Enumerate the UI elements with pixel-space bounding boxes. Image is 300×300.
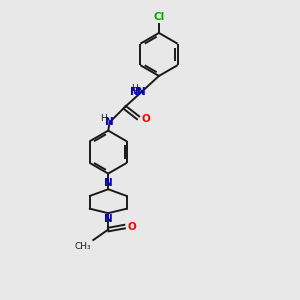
Text: N: N [104,214,112,224]
Text: N: N [130,87,139,97]
Text: H: H [132,87,139,96]
Text: N: N [105,117,114,127]
Text: H: H [131,84,138,93]
Text: O: O [141,114,150,124]
Text: N: N [137,87,146,98]
Text: CH₃: CH₃ [74,242,91,250]
Text: Cl: Cl [153,13,165,22]
Text: N: N [104,178,112,188]
Text: O: O [128,222,136,232]
Text: H: H [100,114,106,123]
